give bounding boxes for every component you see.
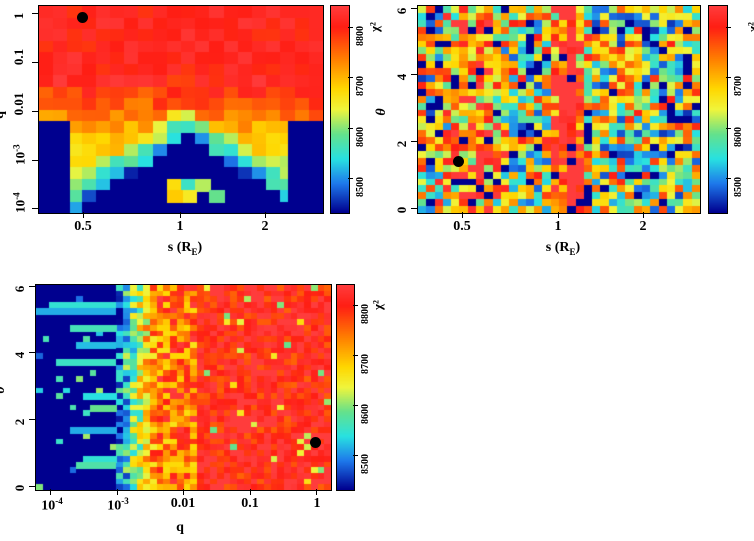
x-tick-label-bl-3: 0.1 xyxy=(241,496,259,511)
colorbar-tick-label-tl-2: 8700 xyxy=(355,76,366,96)
y-tick-label-tr-2: 4 xyxy=(394,73,409,81)
x-tick-label-bl-2: 0.01 xyxy=(170,496,196,511)
colorbar-tick-label-tl-1: 8600 xyxy=(355,127,366,147)
y-tick-label-tl-1: 0.1 xyxy=(11,48,26,66)
colorbar-tick-label-bl-0: 8500 xyxy=(360,454,371,474)
panel-top-right: 6 4 2 0 θ 0.5 1 2 s (RE) 8700 8600 8500 … xyxy=(374,0,754,260)
y-tick-label-tl-2: 0.01 xyxy=(11,92,26,116)
x-tick-label-bl-0: 10-4 xyxy=(41,496,63,514)
x-axis-label-bottom-left: q xyxy=(176,520,184,535)
colorbar-tick-label-tl-0: 8500 xyxy=(355,177,366,197)
colorbar-tick-label-tl-3: 8800 xyxy=(355,26,366,46)
x-tick-label-tl-1: 1 xyxy=(176,219,184,234)
colorbar-top-left xyxy=(330,5,350,214)
colorbar-tick-label-tr-0: 8500 xyxy=(733,177,744,197)
y-axis-label-top-right: θ xyxy=(374,108,389,116)
heatmap-top-left xyxy=(38,5,324,214)
x-tick-label-tl-2: 2 xyxy=(261,219,269,234)
heatmap-bottom-left xyxy=(35,284,332,491)
y-tick-label-bl-2: 4 xyxy=(12,351,27,359)
y-tick-label-bl-0: 0 xyxy=(12,484,27,492)
y-axis-label-bottom-left: θ xyxy=(0,386,9,393)
x-axis-label-top-left: s (RE) xyxy=(167,240,203,257)
best-fit-marker-top-left xyxy=(77,12,88,23)
panel-top-left: 1 0.1 0.01 10-3 10-4 q 0.5 1 2 s (RE) 88… xyxy=(0,0,382,260)
colorbar-tick-label-bl-1: 8600 xyxy=(360,404,371,424)
x-tick-label-tr-0: 0.5 xyxy=(453,219,471,234)
x-tick-label-tr-1: 1 xyxy=(554,219,562,234)
x-axis-label-top-right: s (RE) xyxy=(545,240,581,257)
colorbar-tick-label-tr-2: 8700 xyxy=(733,76,744,96)
x-tick-label-tr-2: 2 xyxy=(639,219,647,234)
y-tick-label-bl-3: 6 xyxy=(12,285,27,293)
x-tick-label-tl-0: 0.5 xyxy=(74,219,92,234)
y-tick-label-tl-3: 10-3 xyxy=(11,144,28,165)
best-fit-marker-bottom-left xyxy=(310,437,321,448)
panel-bottom-left: 6 4 2 0 θ 10-4 10-3 0.01 0.1 1 q 8800 87… xyxy=(0,272,385,541)
y-tick-label-bl-1: 2 xyxy=(12,418,27,426)
x-tick-label-bl-1: 10-3 xyxy=(107,496,129,514)
y-tick-label-tr-3: 6 xyxy=(394,7,409,15)
colorbar-axis-label-bottom-left: χ² xyxy=(370,300,385,310)
colorbar-tick-label-bl-2: 8700 xyxy=(360,354,371,374)
best-fit-marker-top-right xyxy=(453,156,464,167)
y-tick-label-tl-0: 1 xyxy=(11,12,26,20)
y-tick-label-tl-4: 10-4 xyxy=(11,192,28,213)
y-axis-label-top-left: q xyxy=(0,111,8,119)
heatmap-top-right xyxy=(417,5,701,214)
colorbar-top-right xyxy=(708,5,728,214)
x-tick-label-bl-4: 1 xyxy=(313,496,321,511)
colorbar-tick-label-tr-1: 8600 xyxy=(733,127,744,147)
colorbar-axis-label-top-right: χ² xyxy=(745,22,754,32)
y-tick-label-tr-0: 0 xyxy=(394,206,409,214)
y-tick-label-tr-1: 2 xyxy=(394,140,409,148)
colorbar-bottom-left xyxy=(336,284,355,491)
